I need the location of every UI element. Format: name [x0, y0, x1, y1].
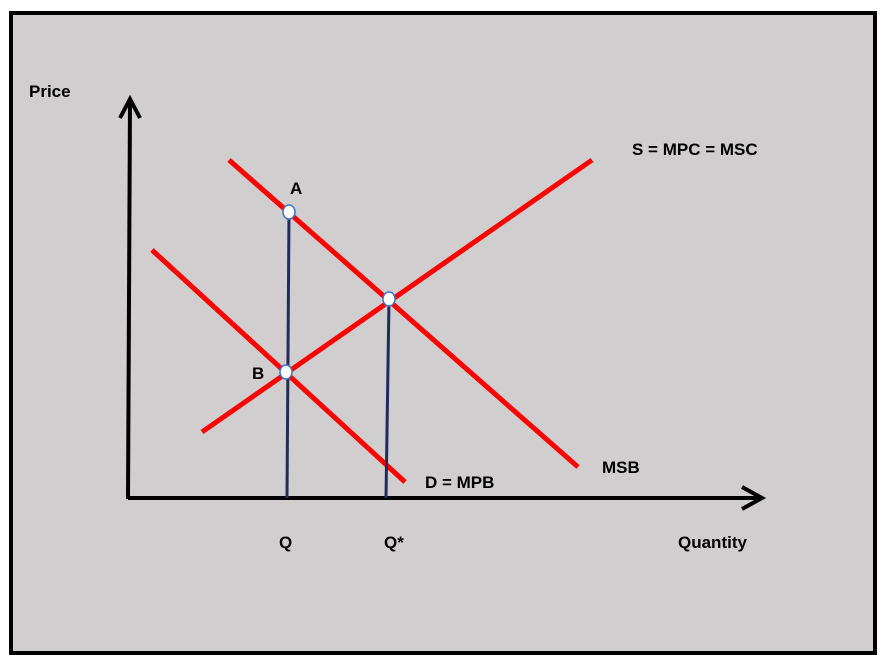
- q-star-label: Q*: [384, 533, 404, 552]
- demand-curve-label: D = MPB: [425, 473, 494, 492]
- x-axis-arrowhead: [741, 485, 767, 511]
- demand-curve: [150, 248, 407, 484]
- point-social-optimum: [382, 291, 396, 307]
- y-axis: [126, 99, 132, 500]
- diagram-frame: [9, 11, 877, 655]
- q-label: Q: [279, 533, 292, 552]
- supply-curve-label: S = MPC = MSC: [632, 140, 758, 159]
- msb-curve-label: MSB: [602, 458, 640, 477]
- point-a: [282, 204, 296, 220]
- y-axis-arrowhead: [118, 94, 142, 119]
- point-a-label: A: [290, 179, 302, 198]
- q-star-drop-line: [384, 298, 391, 499]
- x-axis-label: Quantity: [678, 533, 747, 552]
- point-b-label: B: [252, 364, 264, 383]
- q-drop-line: [285, 211, 291, 499]
- point-b: [279, 364, 293, 380]
- y-axis-label: Price: [29, 82, 71, 101]
- supply-curve: [200, 157, 594, 435]
